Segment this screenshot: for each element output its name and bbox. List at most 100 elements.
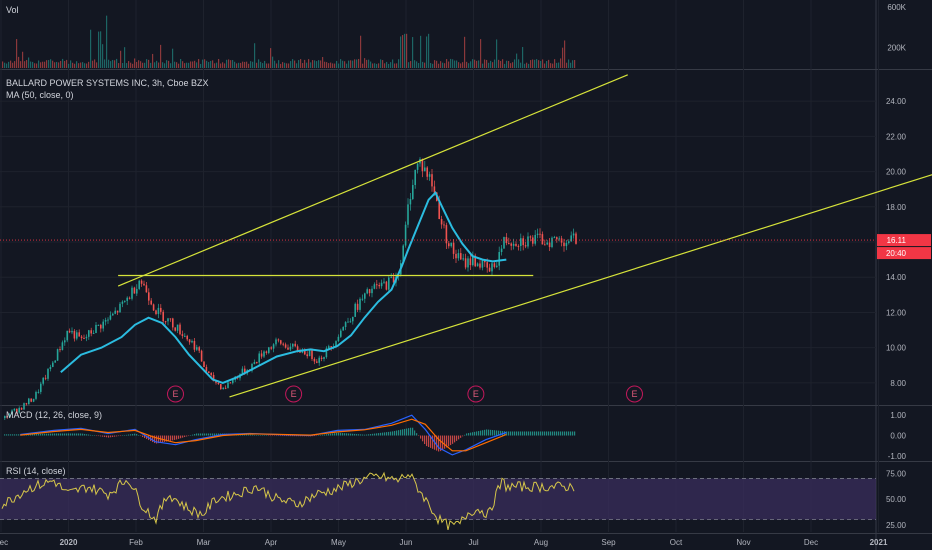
volume-bar xyxy=(94,59,96,68)
ma-50-line[interactable] xyxy=(60,190,507,384)
candle-body xyxy=(294,343,296,347)
macd-histogram-bar xyxy=(172,435,174,441)
candle-body xyxy=(32,398,35,402)
macd-histogram-bar xyxy=(364,434,366,436)
macd-histogram-bar xyxy=(154,435,156,444)
macd-histogram-bar xyxy=(30,434,32,436)
volume-pane[interactable] xyxy=(2,15,576,69)
volume-bar xyxy=(190,61,192,68)
volume-bar xyxy=(468,63,470,68)
earnings-marker[interactable] xyxy=(467,385,485,403)
macd-histogram-bar xyxy=(462,435,464,437)
macd-histogram-bar xyxy=(352,433,354,436)
volume-bar xyxy=(54,62,56,68)
rsi-pane[interactable] xyxy=(0,471,876,531)
candle-body xyxy=(241,368,244,375)
volume-bar xyxy=(50,59,52,68)
volume-bar xyxy=(348,60,350,68)
macd-histogram-bar xyxy=(252,434,254,436)
candle-body xyxy=(59,349,61,351)
volume-bar xyxy=(500,60,502,68)
macd-histogram-bar xyxy=(438,435,440,452)
trendline-0[interactable] xyxy=(117,74,628,287)
candle-body xyxy=(100,324,102,329)
candle-body xyxy=(476,263,479,267)
volume-bar xyxy=(198,59,200,68)
ma-indicator-label[interactable]: MA (50, close, 0) xyxy=(6,90,74,100)
volume-bar xyxy=(436,60,438,68)
candle-body xyxy=(270,347,272,349)
earnings-marker[interactable] xyxy=(626,385,643,403)
candle-body xyxy=(25,403,28,405)
volume-bar xyxy=(370,61,372,68)
earnings-marker[interactable] xyxy=(167,385,184,403)
volume-bar xyxy=(226,59,228,68)
macd-histogram-bar xyxy=(262,435,264,436)
macd-indicator-label[interactable]: MACD (12, 26, close, 9) xyxy=(6,410,102,420)
volume-bar xyxy=(164,63,166,68)
candle-body xyxy=(191,340,193,343)
macd-histogram-bar xyxy=(528,431,530,436)
volume-bar xyxy=(396,63,398,68)
candle-body xyxy=(328,346,330,349)
macd-histogram-bar xyxy=(102,435,104,437)
candle-body xyxy=(546,242,548,245)
volume-bar xyxy=(2,61,4,68)
macd-histogram-bar xyxy=(558,431,560,436)
macd-histogram-bar xyxy=(520,431,522,436)
macd-histogram-bar xyxy=(38,433,40,436)
candle-body xyxy=(330,346,332,348)
volume-bar xyxy=(338,63,340,68)
macd-signal-line[interactable] xyxy=(20,418,507,452)
macd-histogram-bar xyxy=(186,435,188,437)
trendline-2[interactable] xyxy=(229,166,932,398)
candle-body xyxy=(20,407,23,410)
volume-bar xyxy=(136,61,138,68)
candle-body xyxy=(28,398,30,405)
volume-bar xyxy=(504,63,506,68)
volume-bar xyxy=(234,61,236,68)
candle-body xyxy=(287,347,289,350)
macd-histogram-bar xyxy=(486,429,488,436)
earnings-marker[interactable] xyxy=(285,385,303,403)
volume-bar xyxy=(346,63,348,68)
candle-body xyxy=(354,303,356,317)
macd-histogram-bar xyxy=(292,435,294,437)
rsi-line[interactable] xyxy=(1,471,575,531)
macd-histogram-bar xyxy=(280,435,282,437)
macd-histogram-bar xyxy=(178,435,180,439)
volume-bar xyxy=(308,59,310,68)
macd-pane[interactable] xyxy=(4,414,576,456)
macd-histogram-bar xyxy=(556,431,558,436)
macd-histogram-bar xyxy=(506,431,508,436)
macd-histogram-bar xyxy=(264,435,266,436)
volume-bar xyxy=(518,59,520,68)
macd-histogram-bar xyxy=(42,433,44,436)
macd-histogram-bar xyxy=(260,435,262,436)
rsi-indicator-label[interactable]: RSI (14, close) xyxy=(6,466,66,476)
macd-histogram-bar xyxy=(512,431,514,436)
x-tick-label: Dec xyxy=(804,538,818,547)
macd-histogram-bar xyxy=(80,433,82,436)
last-price-tag[interactable] xyxy=(877,234,931,247)
volume-bar xyxy=(82,62,84,68)
macd-histogram-bar xyxy=(86,434,88,436)
volume-bar xyxy=(114,60,116,68)
macd-histogram-bar xyxy=(500,430,502,436)
volume-bar xyxy=(388,63,390,68)
macd-histogram-bar xyxy=(524,431,526,436)
candle-body xyxy=(551,237,553,248)
macd-histogram-bar xyxy=(8,434,10,436)
volume-bar xyxy=(14,61,16,68)
candle-body xyxy=(498,251,500,266)
volume-bar xyxy=(450,58,452,68)
candle-body xyxy=(323,357,325,359)
candle-body xyxy=(450,242,452,247)
macd-histogram-bar xyxy=(514,431,516,436)
candle-body xyxy=(114,310,116,314)
volume-bar xyxy=(556,62,558,68)
symbol-title[interactable]: BALLARD POWER SYSTEMS INC, 3h, Cboe BZX xyxy=(6,78,209,88)
volume-bar xyxy=(374,63,376,68)
